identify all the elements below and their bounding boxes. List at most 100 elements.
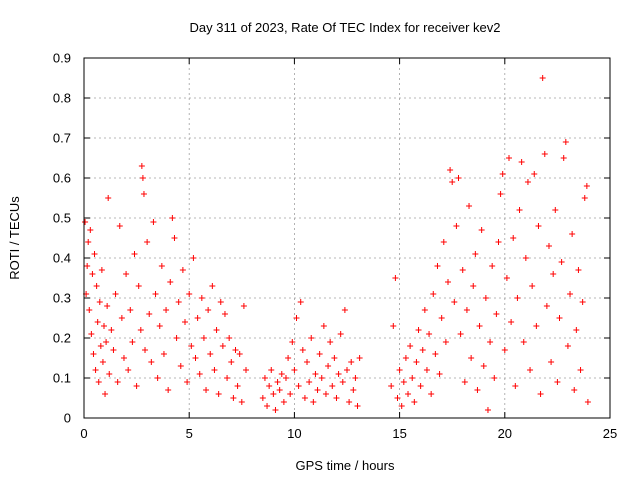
data-point: [156, 323, 163, 329]
data-point: [451, 299, 458, 305]
data-point: [352, 375, 359, 381]
data-point: [508, 319, 515, 325]
data-point: [520, 339, 527, 345]
data-point: [417, 383, 424, 389]
data-point: [88, 331, 95, 337]
data-point: [236, 351, 243, 357]
data-point: [535, 223, 542, 229]
data-point: [114, 379, 121, 385]
data-point: [573, 327, 580, 333]
data-point: [548, 359, 555, 365]
data-point: [426, 331, 433, 337]
data-point: [243, 367, 250, 373]
data-point: [93, 283, 100, 289]
data-point: [82, 219, 89, 225]
data-point: [215, 391, 222, 397]
data-point: [154, 375, 161, 381]
data-point: [325, 363, 332, 369]
data-point: [274, 379, 281, 385]
data-point: [140, 191, 147, 197]
data-point: [493, 311, 500, 317]
data-point: [226, 335, 233, 341]
data-point: [146, 311, 153, 317]
x-tick-label-0: 0: [80, 426, 87, 441]
data-point: [583, 183, 590, 189]
axis-ticks: 0 5 10 15 20 25 0 0.1 0.2 0.3 0.4 0.5 0.6 0.7 0.8 0.9: [53, 51, 617, 442]
data-point: [221, 311, 228, 317]
data-point: [516, 207, 523, 213]
data-point: [268, 367, 275, 373]
data-point: [398, 403, 405, 409]
data-point: [217, 299, 224, 305]
data-point: [468, 355, 475, 361]
data-point: [506, 155, 513, 161]
data-point: [287, 391, 294, 397]
x-axis-label: GPS time / hours: [296, 458, 395, 473]
data-point: [306, 379, 313, 385]
data-point: [476, 323, 483, 329]
data-point: [266, 383, 273, 389]
data-point: [86, 307, 93, 313]
data-point: [87, 227, 94, 233]
data-point: [552, 207, 559, 213]
data-point: [527, 367, 534, 373]
data-point: [188, 343, 195, 349]
data-point: [472, 251, 479, 257]
data-point: [322, 391, 329, 397]
data-point: [158, 263, 165, 269]
data-point: [289, 339, 296, 345]
data-point: [167, 279, 174, 285]
data-point: [308, 335, 315, 341]
data-point: [550, 271, 557, 277]
data-point: [186, 291, 193, 297]
data-point: [329, 383, 336, 389]
data-point: [337, 331, 344, 337]
data-point: [584, 399, 591, 405]
data-point: [184, 379, 191, 385]
data-point: [203, 387, 210, 393]
data-point: [339, 379, 346, 385]
data-point: [413, 359, 420, 365]
data-point: [304, 359, 311, 365]
data-point: [228, 359, 235, 365]
data-point: [402, 355, 409, 361]
data-point: [192, 355, 199, 361]
data-point: [543, 303, 550, 309]
data-point: [396, 367, 403, 373]
data-point: [295, 383, 302, 389]
data-point: [463, 307, 470, 313]
data-point: [531, 171, 538, 177]
data-point: [264, 403, 271, 409]
data-point: [440, 239, 447, 245]
data-point: [419, 347, 426, 353]
data-point: [224, 375, 231, 381]
data-point: [444, 279, 451, 285]
data-point: [571, 387, 578, 393]
data-point: [106, 371, 113, 377]
data-point: [514, 295, 521, 301]
data-point: [581, 195, 588, 201]
data-point: [537, 391, 544, 397]
data-point: [346, 399, 353, 405]
data-point: [160, 351, 167, 357]
data-point: [177, 363, 184, 369]
data-point: [577, 367, 584, 373]
data-point: [175, 299, 182, 305]
data-point: [84, 263, 91, 269]
data-point: [139, 175, 146, 181]
data-point: [400, 379, 407, 385]
data-point: [209, 283, 216, 289]
data-point: [569, 231, 576, 237]
data-point: [478, 227, 485, 233]
data-point: [501, 347, 508, 353]
data-point: [388, 383, 395, 389]
data-point: [453, 223, 460, 229]
data-point: [341, 307, 348, 313]
data-point: [579, 299, 586, 305]
data-point: [459, 267, 466, 273]
data-point: [333, 395, 340, 401]
data-point: [512, 383, 519, 389]
data-point: [211, 367, 218, 373]
data-point: [110, 347, 117, 353]
data-point: [335, 371, 342, 377]
